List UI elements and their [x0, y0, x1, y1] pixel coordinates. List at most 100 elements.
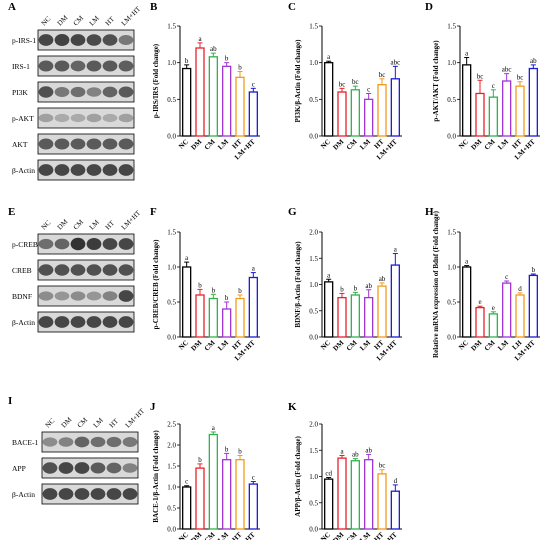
lane-label-nc: NC — [44, 417, 57, 430]
band-akt-nc — [38, 138, 54, 150]
significance-label-lm-ht: abc — [390, 58, 400, 66]
band-actin-lm-ht — [118, 164, 134, 176]
bar-lm — [364, 459, 374, 530]
lane-label-ht: HT — [104, 15, 117, 28]
band-akt-lm-ht — [118, 138, 134, 150]
band-actin-dm — [54, 164, 70, 176]
band-creb-dm — [54, 264, 70, 276]
category-label-lm: LM — [358, 137, 372, 151]
significance-label-dm: bc — [477, 72, 484, 80]
bar-lm-ht — [248, 91, 258, 137]
panel-letter: E — [8, 206, 15, 218]
category-label-cm: CM — [345, 530, 359, 540]
band-actin-lm — [90, 488, 106, 500]
significance-label-ht: b — [238, 63, 242, 71]
category-label-cm: CM — [203, 338, 217, 352]
band-irs-1-dm — [54, 60, 70, 72]
band-p-creb-ht — [102, 238, 118, 250]
category-label-cm: CM — [203, 530, 217, 540]
y-tick-label: 0.5 — [447, 96, 456, 104]
category-label-nc: NC — [177, 339, 190, 352]
lane-label-dm: DM — [56, 13, 70, 27]
bar-cm — [208, 56, 218, 137]
band-app-lm — [90, 462, 106, 474]
band-app-dm — [58, 462, 74, 474]
y-tick-label: 1.5 — [447, 229, 456, 237]
category-label-ht: HT — [373, 531, 386, 540]
significance-label-lh: d — [518, 285, 522, 293]
y-axis-label: BDNF/β-Actin (Fold change) — [294, 241, 302, 328]
significance-label-lm-ht: a — [394, 246, 398, 254]
bar-cm — [350, 89, 360, 137]
bar-ht — [377, 84, 387, 137]
category-label-dm: DM — [332, 338, 346, 352]
band-p-creb-lm-ht — [118, 238, 134, 250]
y-tick-label: 0.5 — [167, 299, 176, 307]
band-actin-lm-ht — [118, 316, 134, 328]
y-tick-label: 0.0 — [447, 334, 456, 342]
bar-nc — [324, 281, 334, 338]
band-akt-cm — [70, 138, 86, 150]
band-actin-ht — [106, 488, 122, 500]
y-tick-label: 0.0 — [309, 133, 318, 141]
band-actin-lm — [86, 164, 102, 176]
bar-ht — [377, 285, 387, 338]
band-app-ht — [106, 462, 122, 474]
category-label-cm: CM — [345, 137, 359, 151]
y-tick-label: 1.5 — [309, 255, 318, 263]
significance-label-dm: b — [198, 456, 202, 464]
band-actin-cm — [70, 316, 86, 328]
y-tick-label: 1.5 — [167, 463, 176, 471]
band-actin-nc — [38, 164, 54, 176]
band-label-actin: β-Actin — [12, 166, 35, 175]
y-tick-label: 1.0 — [447, 59, 456, 67]
band-p-akt-nc — [38, 113, 54, 123]
significance-label-dm: e — [478, 298, 481, 306]
band-actin-ht — [102, 164, 118, 176]
panel-letter: I — [8, 395, 12, 407]
band-label-irs-1: IRS-1 — [12, 62, 30, 71]
bar-dm — [337, 91, 347, 137]
band-pi3k-cm — [70, 86, 86, 98]
band-actin-nc — [38, 316, 54, 328]
band-p-irs-1-ht — [102, 34, 118, 46]
bar-ht — [235, 76, 245, 137]
bar-lm-ht — [248, 276, 258, 338]
category-label-lm: LM — [358, 338, 372, 352]
category-label-dm: DM — [190, 338, 204, 352]
blot-panel-e: E NC DM CM LM HT LM+HT p-CREB CREB BDNF β-Actin — [8, 206, 143, 333]
significance-label-lm-ht: d — [394, 477, 398, 485]
bar-nc — [182, 266, 192, 338]
y-tick-label: 0.5 — [309, 96, 318, 104]
bar-nc — [324, 478, 334, 530]
bar-lm-ht — [390, 78, 400, 137]
bar-lm — [502, 282, 512, 338]
band-p-creb-dm — [54, 238, 70, 250]
band-p-creb-lm — [86, 237, 102, 251]
bar-lm — [222, 459, 232, 530]
significance-label-lm: c — [505, 273, 508, 281]
significance-label-lm: ab — [365, 446, 372, 454]
band-bdnf-lm-ht — [118, 290, 134, 302]
band-akt-ht — [102, 138, 118, 150]
y-tick-label: 0.5 — [167, 96, 176, 104]
significance-label-lm-ht: b — [532, 266, 536, 274]
band-bace-1-dm — [58, 437, 74, 447]
bar-ht — [515, 85, 525, 137]
category-label-cm: CM — [345, 338, 359, 352]
band-creb-ht — [102, 264, 118, 276]
bar-nc — [462, 64, 472, 137]
band-p-irs-1-lm-ht — [118, 35, 134, 45]
category-label-dm: DM — [190, 530, 204, 540]
y-tick-label: 1.0 — [167, 59, 176, 67]
y-tick-label: 1.5 — [309, 447, 318, 455]
significance-label-cm: b — [354, 284, 358, 292]
band-pi3k-ht — [102, 86, 118, 98]
band-creb-nc — [38, 264, 54, 276]
bar-dm — [475, 92, 485, 137]
significance-label-nc: b — [185, 57, 189, 65]
band-label-actin: β-Actin — [12, 318, 35, 327]
category-label-lm: LM — [216, 338, 230, 352]
y-axis-label: p-AKT/AKT (Fold change) — [432, 40, 440, 122]
